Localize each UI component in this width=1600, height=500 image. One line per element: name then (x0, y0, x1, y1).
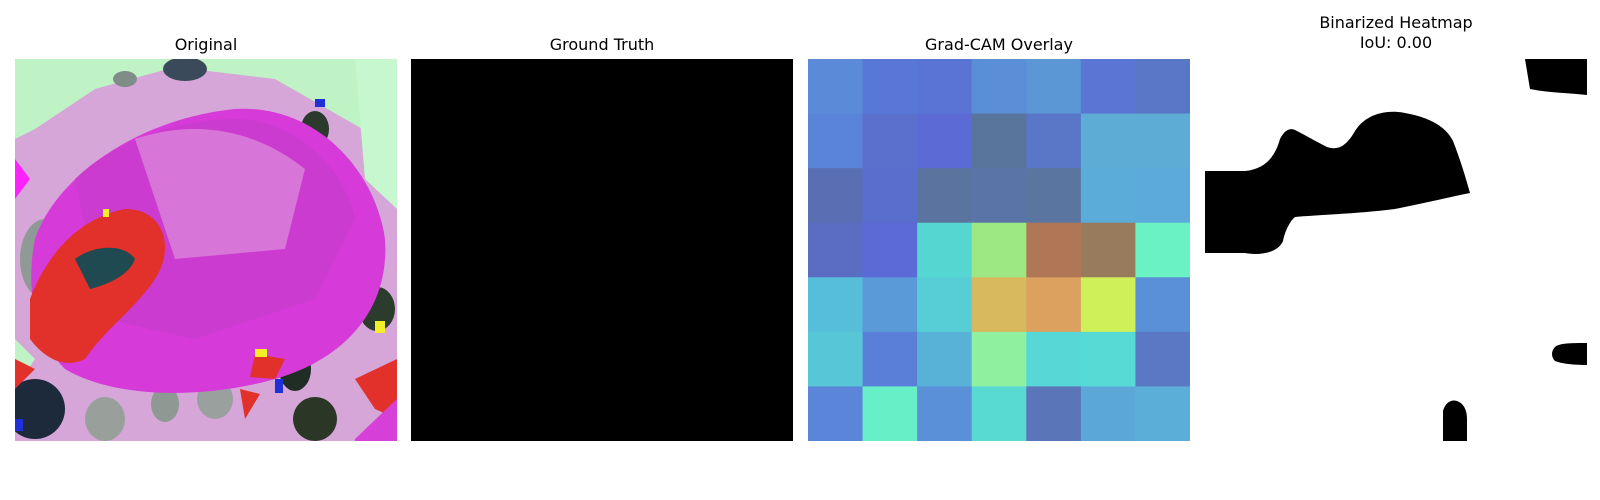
gradcam-overlay (808, 59, 1190, 441)
gradcam-cell (862, 277, 918, 333)
gradcam-cell (1135, 59, 1190, 115)
gradcam-cell (1080, 168, 1136, 224)
gradcam-cell (971, 222, 1027, 278)
binarized-title-text: Binarized Heatmap (1319, 13, 1473, 32)
gradcam-cell (1080, 277, 1136, 333)
gradcam-cell (808, 113, 864, 169)
gradcam-cell (862, 59, 918, 115)
gradcam-cell (1135, 168, 1190, 224)
gradcam-cell (808, 168, 864, 224)
gradcam-cell (917, 386, 973, 441)
gradcam-cell (1080, 113, 1136, 169)
gradcam-cell (971, 59, 1027, 115)
gradcam-cell (1080, 386, 1136, 441)
original-title: Original (174, 35, 238, 54)
gradcam-cell (917, 222, 973, 278)
gradcam-cell (971, 277, 1027, 333)
gradcam-cell (862, 113, 918, 169)
gradcam-cell (862, 222, 918, 278)
gradcam-cell (1026, 331, 1082, 387)
gradcam-cell (917, 59, 973, 115)
gradcam-cell (1026, 386, 1082, 441)
gradcam-cell (808, 386, 864, 441)
gradcam-cell (917, 277, 973, 333)
gradcam-cell (1135, 386, 1190, 441)
ground-truth-title: Ground Truth (549, 35, 655, 54)
original-image (15, 59, 397, 441)
gradcam-cell (1135, 222, 1190, 278)
gradcam-cell (1026, 277, 1082, 333)
gradcam-cell (1026, 168, 1082, 224)
gradcam-cell (1080, 59, 1136, 115)
gradcam-cell (1135, 277, 1190, 333)
gradcam-cell (917, 168, 973, 224)
gradcam-cell (808, 277, 864, 333)
iou-score: IoU: 0.00 (1359, 33, 1433, 52)
gradcam-cell (971, 331, 1027, 387)
gradcam-cell (808, 59, 864, 115)
gradcam-cell (1026, 222, 1082, 278)
gradcam-cell (917, 331, 973, 387)
gradcam-cell (808, 331, 864, 387)
gradcam-cell (862, 331, 918, 387)
ground-truth-mask (411, 59, 793, 441)
gradcam-cell (1026, 113, 1082, 169)
gradcam-cell (971, 113, 1027, 169)
gradcam-cell (917, 113, 973, 169)
gradcam-cell (862, 386, 918, 441)
gradcam-cell (971, 168, 1027, 224)
gradcam-cell (808, 222, 864, 278)
gradcam-cell (862, 168, 918, 224)
binarized-heatmap (1205, 59, 1587, 441)
binarized-title: Binarized Heatmap IoU: 0.00 (1205, 13, 1587, 53)
gradcam-title: Grad-CAM Overlay (925, 35, 1073, 54)
gradcam-cell (1080, 222, 1136, 278)
gradcam-cell (971, 386, 1027, 441)
gradcam-cell (1080, 331, 1136, 387)
gradcam-cell (1135, 331, 1190, 387)
gradcam-cell (1026, 59, 1082, 115)
gradcam-cell (1135, 113, 1190, 169)
